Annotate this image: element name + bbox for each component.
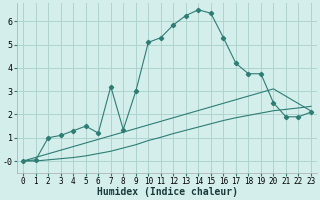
X-axis label: Humidex (Indice chaleur): Humidex (Indice chaleur) — [97, 187, 237, 197]
